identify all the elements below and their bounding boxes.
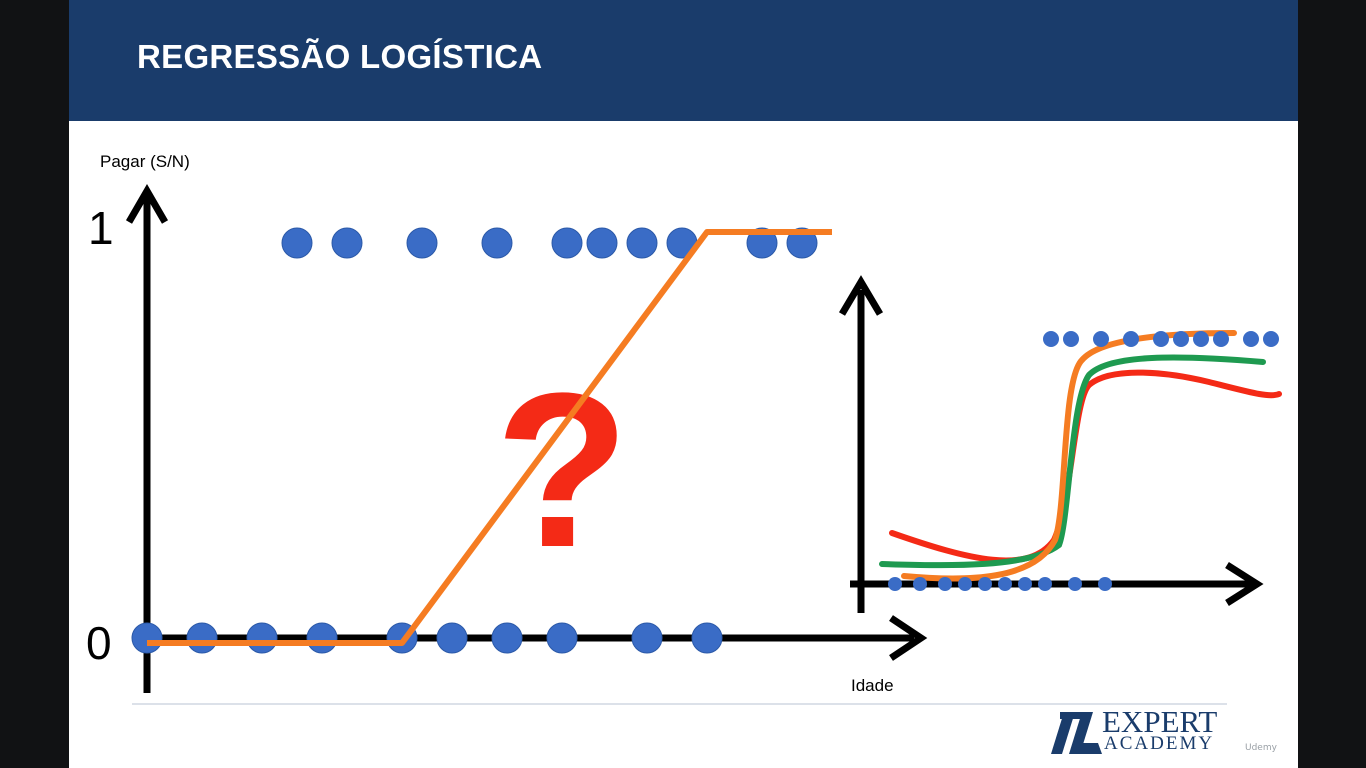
inset-point-top bbox=[1243, 331, 1259, 347]
data-point-y0 bbox=[546, 622, 578, 654]
y-axis-arrowhead bbox=[125, 184, 169, 224]
inset-point-top bbox=[1263, 331, 1279, 347]
inset-point-bottom bbox=[1018, 577, 1032, 591]
data-point-y0 bbox=[246, 622, 278, 654]
inset-point-bottom bbox=[958, 577, 972, 591]
main-fit bbox=[147, 229, 832, 646]
logo-text-expert: EXPERT bbox=[1102, 704, 1218, 739]
inset-point-bottom bbox=[1068, 577, 1082, 591]
inset-point-top bbox=[1043, 331, 1059, 347]
inset-point-bottom bbox=[938, 577, 952, 591]
expert-academy-logo: EXPERT ACADEMY bbox=[1049, 706, 1229, 756]
x-axis-label: Idade bbox=[851, 676, 894, 695]
inset-y-axis-arrowhead bbox=[838, 275, 884, 316]
data-point-y1 bbox=[551, 227, 583, 259]
logistic-diagram: Pagar (S/N) Idade 1 0 ? bbox=[86, 152, 1282, 705]
data-point-y0 bbox=[491, 622, 523, 654]
inset-point-top bbox=[1123, 331, 1139, 347]
slide-header: REGRESSÃO LOGÍSTICA bbox=[69, 0, 1298, 121]
data-point-y1 bbox=[481, 227, 513, 259]
data-point-y0 bbox=[186, 622, 218, 654]
inset-x-axis-arrowhead bbox=[1225, 562, 1264, 606]
linear-fit-line bbox=[147, 229, 832, 646]
data-point-y1 bbox=[746, 227, 778, 259]
udemy-watermark: Udemy bbox=[1245, 743, 1277, 753]
inset-point-top bbox=[1213, 331, 1229, 347]
data-point-y0 bbox=[631, 622, 663, 654]
data-point-y1 bbox=[786, 227, 818, 259]
slide-title: REGRESSÃO LOGÍSTICA bbox=[137, 38, 543, 75]
slide: REGRESSÃO LOGÍSTICA Pagar (S/N) Idade 1 … bbox=[69, 0, 1298, 768]
y-tick-0: 0 bbox=[86, 617, 112, 669]
logo-mark-icon bbox=[1051, 712, 1102, 754]
data-point-y0 bbox=[691, 622, 723, 654]
inset-point-top bbox=[1193, 331, 1209, 347]
inset-point-top bbox=[1063, 331, 1079, 347]
data-point-y1 bbox=[406, 227, 438, 259]
inset-points bbox=[888, 331, 1279, 591]
x-axis-arrowhead bbox=[889, 615, 928, 661]
inset-point-top bbox=[1093, 331, 1109, 347]
data-point-y1 bbox=[281, 227, 313, 259]
inset-point-top bbox=[1173, 331, 1189, 347]
y-axis-label: Pagar (S/N) bbox=[100, 152, 190, 171]
inset-point-bottom bbox=[998, 577, 1012, 591]
inset-point-bottom bbox=[913, 577, 927, 591]
data-point-y1 bbox=[626, 227, 658, 259]
question-mark: ? bbox=[495, 347, 629, 593]
data-point-y0 bbox=[436, 622, 468, 654]
logo-text-academy: ACADEMY bbox=[1104, 733, 1215, 754]
inset-point-bottom bbox=[1038, 577, 1052, 591]
data-point-y0 bbox=[131, 622, 163, 654]
inset-point-bottom bbox=[978, 577, 992, 591]
inset-red-curve bbox=[889, 369, 1282, 564]
inset-green-curve bbox=[879, 354, 1266, 569]
inset-point-bottom bbox=[1098, 577, 1112, 591]
data-point-y0 bbox=[306, 622, 338, 654]
inset-point-bottom bbox=[888, 577, 902, 591]
y-tick-1: 1 bbox=[88, 202, 114, 254]
inset-point-top bbox=[1153, 331, 1169, 347]
main-points bbox=[131, 227, 818, 654]
inset-curves bbox=[879, 330, 1282, 582]
data-point-y1 bbox=[586, 227, 618, 259]
data-point-y1 bbox=[331, 227, 363, 259]
